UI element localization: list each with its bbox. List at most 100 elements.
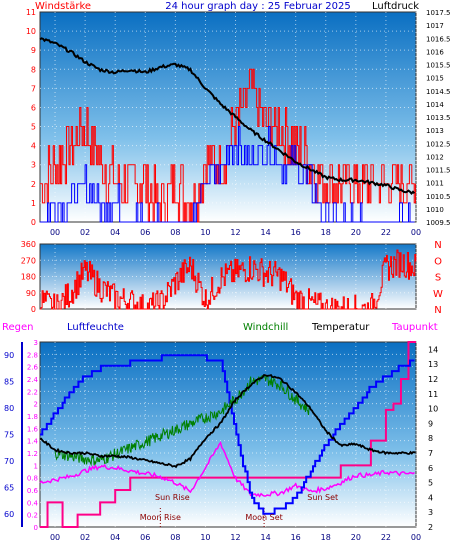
x-tick-label: 06 xyxy=(140,228,150,237)
x-tick-label: 10 xyxy=(200,533,210,542)
x-tick-label: 20 xyxy=(351,533,361,542)
rain-tick-label: 3 xyxy=(34,339,38,347)
temperature-tick-label: 6 xyxy=(428,464,433,473)
temperature-tick-label: 14 xyxy=(428,345,438,354)
x-tick-label: 08 xyxy=(170,228,180,237)
label-luftfeuchte: Luftfeuchte xyxy=(67,322,124,333)
rain-tick-label: 1.6 xyxy=(27,425,39,433)
label-taupunkt: Taupunkt xyxy=(391,322,438,333)
panel1-background xyxy=(39,11,417,223)
temperature-tick-label: 8 xyxy=(428,434,433,443)
rain-tick-label: 2.8 xyxy=(27,351,38,359)
series-temperatur xyxy=(39,374,416,469)
annotation-sun-rise: Sun Rise xyxy=(155,493,190,502)
y-left-tick-label: 0 xyxy=(31,218,36,227)
humidity-tick-label: 70 xyxy=(4,457,14,466)
x-tick-label: 12 xyxy=(230,533,240,542)
x-tick-label: 06 xyxy=(140,533,150,542)
x-tick-label: 04 xyxy=(110,533,120,542)
rain-tick-label: 0.6 xyxy=(27,487,39,495)
y-right-tick-label: 1014.5 xyxy=(426,88,451,96)
temperature-tick-label: 4 xyxy=(428,493,433,502)
x-tick-label: 18 xyxy=(321,228,331,237)
rain-tick-label: 0.4 xyxy=(27,499,39,507)
series-wind-direction xyxy=(40,249,417,310)
humidity-tick-label: 75 xyxy=(4,431,14,440)
temperature-tick-label: 12 xyxy=(428,375,438,384)
direction-tick-label: 270 xyxy=(21,256,36,265)
temperature-tick-label: 2 xyxy=(428,523,433,532)
y-left-tick-label: 5 xyxy=(31,123,36,132)
right-axis-title-luftdruck: Luftdruck xyxy=(372,1,419,12)
y-right-tick-label: 1015 xyxy=(426,75,444,83)
direction-tick-label: 90 xyxy=(26,289,36,298)
rain-tick-label: 1.4 xyxy=(27,438,39,446)
x-tick-label: 00 xyxy=(50,533,60,542)
y-right-tick-label: 1009.5 xyxy=(426,219,451,227)
x-tick-label: 04 xyxy=(110,228,120,237)
rain-tick-label: 0 xyxy=(34,524,38,532)
temperature-tick-label: 13 xyxy=(428,360,438,369)
y-right-tick-label: 1011.5 xyxy=(426,167,451,175)
series-regen xyxy=(40,341,416,528)
direction-tick-label: 0 xyxy=(31,305,36,314)
y-left-tick-label: 1 xyxy=(31,199,36,208)
compass-label: S xyxy=(435,273,441,284)
x-tick-label: 00 xyxy=(411,228,421,237)
y-left-tick-label: 11 xyxy=(26,8,36,17)
x-tick-label: 00 xyxy=(50,228,60,237)
panel3-background xyxy=(39,341,417,528)
y-right-tick-label: 1016.5 xyxy=(426,35,451,43)
humidity-tick-label: 80 xyxy=(4,404,14,413)
temperature-tick-label: 3 xyxy=(428,508,433,517)
y-left-tick-label: 9 xyxy=(31,46,36,55)
label-temperatur: Temperatur xyxy=(311,322,370,333)
x-tick-label: 08 xyxy=(170,533,180,542)
y-right-tick-label: 1015.5 xyxy=(426,62,451,70)
x-tick-label: 12 xyxy=(230,228,240,237)
y-left-tick-label: 6 xyxy=(31,103,36,112)
series-luftfeuchte xyxy=(40,354,415,515)
left-axis-title-windstarke: Windstärke xyxy=(35,1,91,12)
temperature-tick-label: 5 xyxy=(428,479,433,488)
rain-tick-label: 2.2 xyxy=(27,388,38,396)
x-tick-label: 16 xyxy=(291,533,301,542)
humidity-tick-label: 65 xyxy=(4,483,14,492)
temperature-tick-label: 7 xyxy=(428,449,433,458)
x-tick-label: 18 xyxy=(321,533,331,542)
compass-label: W xyxy=(433,289,443,300)
humidity-tick-label: 85 xyxy=(4,378,14,387)
x-tick-label: 10 xyxy=(200,228,210,237)
label-regen: Regen xyxy=(2,322,34,333)
compass-label: O xyxy=(434,256,442,267)
rain-tick-label: 1.8 xyxy=(27,413,38,421)
humidity-tick-label: 90 xyxy=(4,351,14,360)
y-right-tick-label: 1010 xyxy=(426,206,444,214)
annotation-moon-set: Moon Set xyxy=(245,513,282,522)
series-taupunkt xyxy=(39,441,415,498)
rain-tick-label: 1 xyxy=(34,462,38,470)
y-left-tick-label: 2 xyxy=(31,180,36,189)
rain-tick-label: 2.4 xyxy=(27,376,39,384)
rain-tick-label: 0.2 xyxy=(27,512,38,520)
x-tick-label: 02 xyxy=(80,228,90,237)
rain-tick-label: 2 xyxy=(34,401,38,409)
series-luftdruck xyxy=(39,37,416,196)
x-tick-label: 14 xyxy=(261,228,271,237)
y-right-tick-label: 1012 xyxy=(426,153,444,161)
temperature-tick-label: 11 xyxy=(428,390,438,399)
x-tick-label: 22 xyxy=(381,533,391,542)
y-left-tick-label: 4 xyxy=(31,142,36,151)
y-right-tick-label: 1012.5 xyxy=(426,140,451,148)
rain-tick-label: 2.6 xyxy=(27,364,39,372)
chart-title: 24 hour graph day : 25 Februar 2025 xyxy=(165,1,350,12)
direction-tick-label: 180 xyxy=(21,273,36,282)
annotation-sun-set: Sun Set xyxy=(307,493,338,502)
x-tick-label: 22 xyxy=(381,228,391,237)
rain-tick-label: 1.2 xyxy=(27,450,38,458)
x-tick-label: 20 xyxy=(351,228,361,237)
y-right-tick-label: 1014 xyxy=(426,101,444,109)
direction-tick-label: 360 xyxy=(21,240,36,249)
rain-tick-label: 0.8 xyxy=(27,475,38,483)
